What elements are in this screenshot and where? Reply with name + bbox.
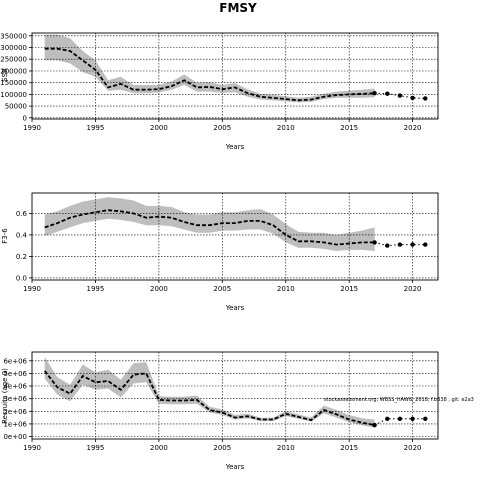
y-tick-label: 4e+06 — [3, 383, 27, 391]
y-axis-label: Recruits (age 0) — [1, 368, 9, 424]
y-tick-label: 250000 — [0, 56, 27, 64]
x-tick-label: 2010 — [277, 285, 295, 293]
x-tick-label: 2020 — [404, 444, 422, 452]
confidence-band — [44, 357, 375, 428]
x-tick-label: 2005 — [213, 444, 231, 452]
forecast-point — [385, 243, 390, 248]
forecast-point — [423, 242, 428, 247]
y-tick-label: 0e+00 — [3, 433, 27, 441]
x-tick-label: 2015 — [340, 444, 358, 452]
x-tick-label: 2010 — [277, 124, 295, 132]
x-tick-label: 2005 — [213, 285, 231, 293]
y-tick-label: 1e+06 — [3, 420, 27, 428]
panel-ssb: 1990 1995 2000 2005 2010 2015 2020 0 50000 100000… — [0, 32, 439, 151]
estimate-line — [43, 370, 375, 426]
forecast-point — [397, 416, 403, 421]
x-tick-label: 2020 — [404, 124, 422, 132]
x-tick-label: 1990 — [23, 285, 41, 293]
forecast-line — [374, 418, 426, 426]
forecast-point — [410, 95, 415, 101]
forecast-line — [374, 241, 426, 247]
x-axis-label: Years — [225, 463, 245, 471]
y-tick-label: 6e+06 — [3, 357, 27, 365]
x-tick-label: 2015 — [340, 285, 358, 293]
y-tick-label: 0.2 — [16, 253, 27, 261]
y-tick-label: 5e+06 — [3, 370, 27, 378]
forecast-point — [372, 240, 377, 245]
confidence-band — [44, 197, 375, 251]
y-axis-label: SSB — [1, 68, 9, 82]
x-tick-label: 1990 — [23, 444, 41, 452]
forecast-point — [372, 422, 377, 428]
forecast-point — [372, 91, 377, 96]
y-tick-label: 150000 — [0, 79, 27, 87]
x-tick-label: 2020 — [404, 285, 422, 293]
forecast-point — [423, 416, 428, 421]
plot-frame — [31, 192, 439, 281]
forecast-point — [423, 96, 428, 101]
y-tick-label: 0.0 — [16, 274, 27, 282]
confidence-band — [44, 34, 375, 103]
y-tick-label: 50000 — [5, 103, 27, 111]
plot-frame — [31, 351, 439, 440]
x-tick-label: 1995 — [86, 444, 104, 452]
x-tick-label: 1995 — [86, 285, 104, 293]
x-tick-label: 1995 — [86, 124, 104, 132]
x-tick-label: 2015 — [340, 124, 358, 132]
forecast-point — [385, 91, 390, 96]
x-axis-label: Years — [225, 143, 245, 151]
repository-note: stockassessment.org, WBSS_HAWG_2018, f.b… — [324, 397, 474, 403]
y-tick-label: 350000 — [0, 32, 27, 40]
forecast-point — [397, 93, 403, 98]
panel-recruitment: 1990 1995 2000 2005 2010 2015 2020 0e+00 1e+06 2e… — [1, 351, 439, 471]
forecast-point — [410, 416, 415, 421]
y-tick-label: 0.6 — [16, 210, 28, 218]
x-axis-label: Years — [225, 304, 245, 312]
plot-frame — [31, 32, 439, 120]
y-tick-label: 0.4 — [16, 231, 28, 239]
y-axis-label: F3-6 — [1, 228, 9, 244]
x-tick-label: 2005 — [213, 124, 231, 132]
x-tick-label: 2010 — [277, 444, 295, 452]
y-tick-label: 2e+06 — [3, 408, 27, 416]
y-tick-label: 100000 — [0, 91, 27, 99]
figure-title: FMSY — [219, 1, 257, 15]
x-tick-label: 2000 — [150, 444, 168, 452]
y-tick-label: 300000 — [0, 44, 27, 52]
x-tick-label: 1990 — [23, 124, 41, 132]
y-tick-label: 0 — [23, 114, 27, 122]
panel-fbar: 1990 1995 2000 2005 2010 2015 2020 0.0 0.2 0.4 0.6… — [1, 192, 439, 312]
forecast-point — [410, 242, 415, 247]
estimate-line — [44, 209, 375, 246]
x-tick-label: 2000 — [150, 124, 168, 132]
forecast-point — [397, 242, 403, 247]
y-tick-label: 3e+06 — [3, 395, 27, 403]
forecast-point — [385, 416, 390, 421]
x-tick-label: 2000 — [150, 285, 168, 293]
y-tick-label: 200000 — [0, 68, 27, 76]
